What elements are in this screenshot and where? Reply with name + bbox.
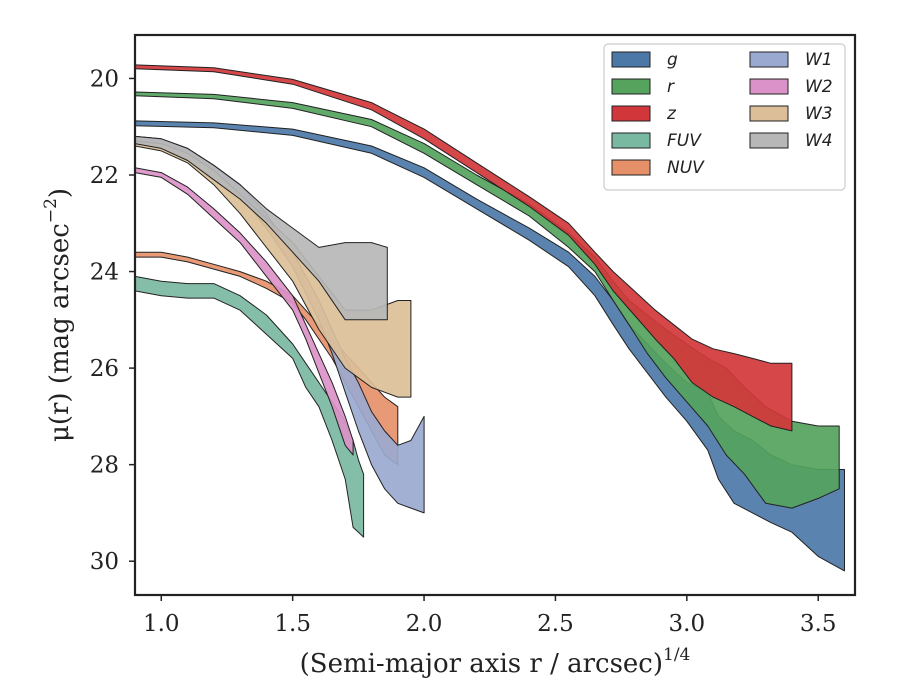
profile-bands — [134, 64, 845, 572]
legend-label-w1: W1 — [805, 50, 833, 70]
legend-label-w2: W2 — [805, 77, 833, 97]
x-tick-label: 1.5 — [274, 611, 311, 637]
y-axis-label-superscript: −2 — [41, 198, 61, 223]
x-axis-ticks: 1.0 1.5 2.0 2.5 3.0 3.5 — [143, 595, 837, 637]
legend-swatch-z — [611, 105, 651, 122]
band-z — [134, 64, 793, 432]
x-axis-label: (Semi-major axis r / arcsec)1/4 — [300, 645, 691, 679]
x-tick-label: 3.5 — [800, 611, 837, 637]
band-fuv — [134, 275, 365, 538]
legend-swatch-nuv — [611, 159, 651, 176]
legend-label-g: g — [667, 50, 678, 70]
legend: grz FUV NUV W1 W2 W3 W4 — [603, 43, 846, 191]
y-tick-label: 20 — [90, 66, 119, 92]
x-axis-label-superscript: 1/4 — [663, 645, 690, 665]
y-axis-label-suffix: ) — [45, 188, 75, 198]
legend-label-nuv: NUV — [667, 158, 705, 178]
y-tick-label: 30 — [90, 549, 119, 575]
y-tick-label: 24 — [90, 260, 119, 286]
y-tick-label: 28 — [90, 453, 119, 479]
y-axis-label: μ(r) (mag arcsec−2) — [41, 188, 75, 442]
plot-frame — [133, 33, 857, 597]
x-tick-label: 3.0 — [669, 611, 706, 637]
x-tick-label: 2.5 — [537, 611, 574, 637]
band-w2 — [134, 167, 354, 456]
y-tick-label: 26 — [90, 356, 119, 382]
band-g — [134, 120, 845, 572]
legend-label-z: z — [666, 104, 677, 124]
legend-swatch-w4 — [749, 132, 789, 149]
legend-swatch-w1 — [749, 51, 789, 68]
legend-label-r: r — [667, 77, 675, 97]
legend-swatch-w2 — [749, 78, 789, 95]
legend-label-fuv: FUV — [667, 131, 702, 151]
x-tick-label: 1.0 — [143, 611, 180, 637]
legend-swatch-w3 — [749, 105, 789, 122]
legend-label-w3: W3 — [805, 104, 833, 124]
legend-swatch-g — [611, 51, 651, 68]
y-tick-label: 22 — [90, 163, 119, 189]
legend-swatch-r — [611, 78, 651, 95]
band-w4 — [134, 135, 388, 321]
x-tick-label: 2.0 — [406, 611, 443, 637]
y-axis-ticks: 20 22 24 26 28 30 — [90, 66, 135, 575]
legend-swatch-fuv — [611, 132, 651, 149]
legend-label-w4: W4 — [805, 131, 833, 151]
